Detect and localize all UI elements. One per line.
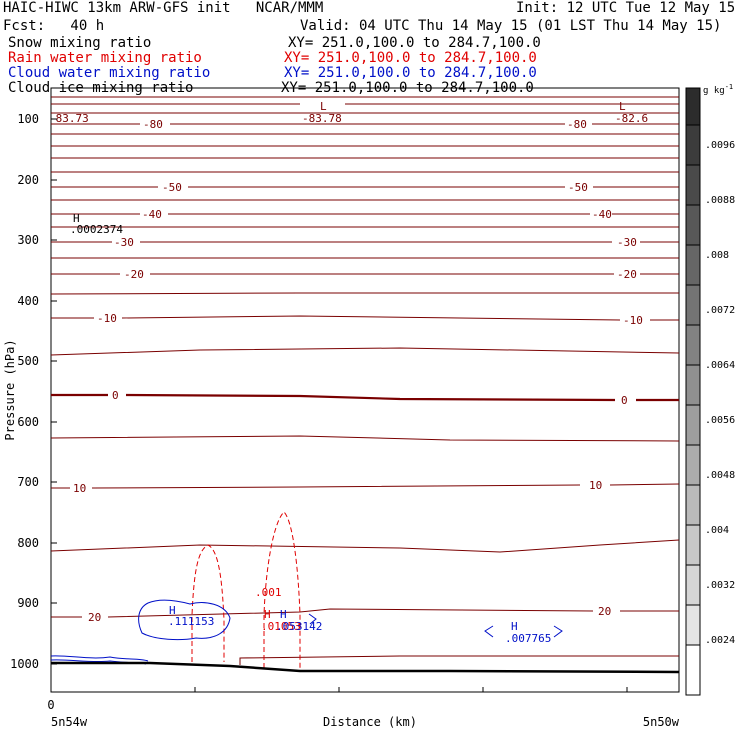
colorbar-tick-004: .004: [705, 525, 729, 536]
low-value-center: -83.78: [302, 112, 342, 125]
high-marker-cloud-water-3: H: [511, 620, 518, 633]
colorbar-tick-0064: .0064: [705, 360, 735, 371]
colorbar-tick-0024: .0024: [705, 635, 735, 646]
temperature-contours: [50, 96, 680, 665]
colorbar-tick-0072: .0072: [705, 305, 735, 316]
x-axis-label: Distance (km): [323, 715, 417, 729]
y-tick-900: 900: [17, 596, 39, 610]
temp-label-minus20-right: -20: [617, 268, 637, 281]
temp-label-zero-right: 0: [621, 394, 628, 407]
temp-label-10-left: 10: [73, 482, 86, 495]
temp-label-minus80-left: -80: [143, 118, 163, 131]
temp-label-minus40-left: -40: [142, 208, 162, 221]
temp-label-minus10-right: -10: [623, 314, 643, 327]
temp-label-10-right: 10: [589, 479, 602, 492]
xy-cloud-water: XY= 251.0,100.0 to 284.7,100.0: [284, 65, 537, 81]
high-marker-cloud-water-2: H: [280, 608, 287, 621]
colorbar-unit: g kg-1: [703, 83, 733, 96]
temp-label-minus30-right: -30: [617, 236, 637, 249]
y-tick-400: 400: [17, 294, 39, 308]
temp-label-minus10-left: -10: [97, 312, 117, 325]
colorbar-tick-0056: .0056: [705, 415, 735, 426]
colorbar-tick-0088: .0088: [705, 195, 735, 206]
y-tick-300: 300: [17, 233, 39, 247]
terrain-line: [51, 661, 680, 674]
colorbar: [685, 87, 701, 696]
header-title: HAIC-HIWC 13km ARW-GFS init NCAR/MMM: [3, 0, 324, 16]
y-tick-700: 700: [17, 475, 39, 489]
high-marker-snow: H: [73, 212, 80, 225]
high-value-cloud-water-3: .007765: [505, 632, 551, 645]
colorbar-tick-0096: .0096: [705, 140, 735, 151]
low-marker-center: L: [320, 100, 327, 113]
field-label-cloud-water: Cloud water mixing ratio: [8, 65, 211, 81]
temp-label-minus50-left: -50: [162, 181, 182, 194]
y-tick-1000: 1000: [10, 657, 39, 671]
cloud-water-contours: [50, 599, 563, 665]
y-tick-100: 100: [17, 112, 39, 126]
temp-label-20-left: 20: [88, 611, 101, 624]
y-tick-200: 200: [17, 173, 39, 187]
y-tick-800: 800: [17, 536, 39, 550]
plot-frame: [50, 87, 680, 693]
header-forecast: Fcst: 40 h: [3, 18, 105, 34]
high-value-cloud-water-1: .111153: [168, 615, 214, 628]
rain-contour-label: .001: [255, 586, 282, 599]
field-label-rain: Rain water mixing ratio: [8, 50, 202, 66]
high-value-cloud-water-2: .053142: [276, 620, 322, 633]
temp-label-minus20-left: -20: [124, 268, 144, 281]
x-axis-ticks: [194, 687, 628, 692]
y-axis-ticks: [51, 118, 57, 665]
header-init: Init: 12 UTC Tue 12 May 15: [516, 0, 736, 16]
high-marker-cloud-water-1: H: [169, 604, 176, 617]
y-tick-500: 500: [17, 354, 39, 368]
colorbar-tick-0032: .0032: [705, 580, 735, 591]
rain-water-contours: [191, 511, 301, 670]
x-origin-label: 0: [47, 698, 54, 712]
temp-label-minus80-right: -80: [567, 118, 587, 131]
temp-label-minus40-right: -40: [592, 208, 612, 221]
high-marker-rain: H: [264, 608, 271, 621]
xy-rain: XY= 251.0,100.0 to 284.7,100.0: [284, 50, 537, 66]
high-value-rain: .01053: [261, 620, 301, 633]
extreme-value-left: -83.73: [49, 112, 89, 125]
field-label-snow: Snow mixing ratio: [8, 35, 152, 51]
header-valid: Valid: 04 UTC Thu 14 May 15 (01 LST Thu …: [300, 18, 722, 34]
freezing-level-contour: [51, 393, 679, 402]
x-end-label: 5n50w: [643, 715, 680, 729]
temp-label-minus30-left: -30: [114, 236, 134, 249]
colorbar-tick-0048: .0048: [705, 470, 735, 481]
low-value-right: -82.6: [615, 112, 648, 125]
colorbar-tick-008: .008: [705, 250, 729, 261]
low-marker-right: L: [619, 100, 626, 113]
temp-label-minus50-right: -50: [568, 181, 588, 194]
high-value-snow: .0002374: [70, 223, 123, 236]
temp-label-zero-left: 0: [112, 389, 119, 402]
temp-label-20-right: 20: [598, 605, 611, 618]
y-tick-600: 600: [17, 415, 39, 429]
xy-snow: XY= 251.0,100.0 to 284.7,100.0: [288, 35, 541, 51]
x-start-label: 5n54w: [51, 715, 88, 729]
y-axis-label: Pressure (hPa): [3, 339, 17, 440]
